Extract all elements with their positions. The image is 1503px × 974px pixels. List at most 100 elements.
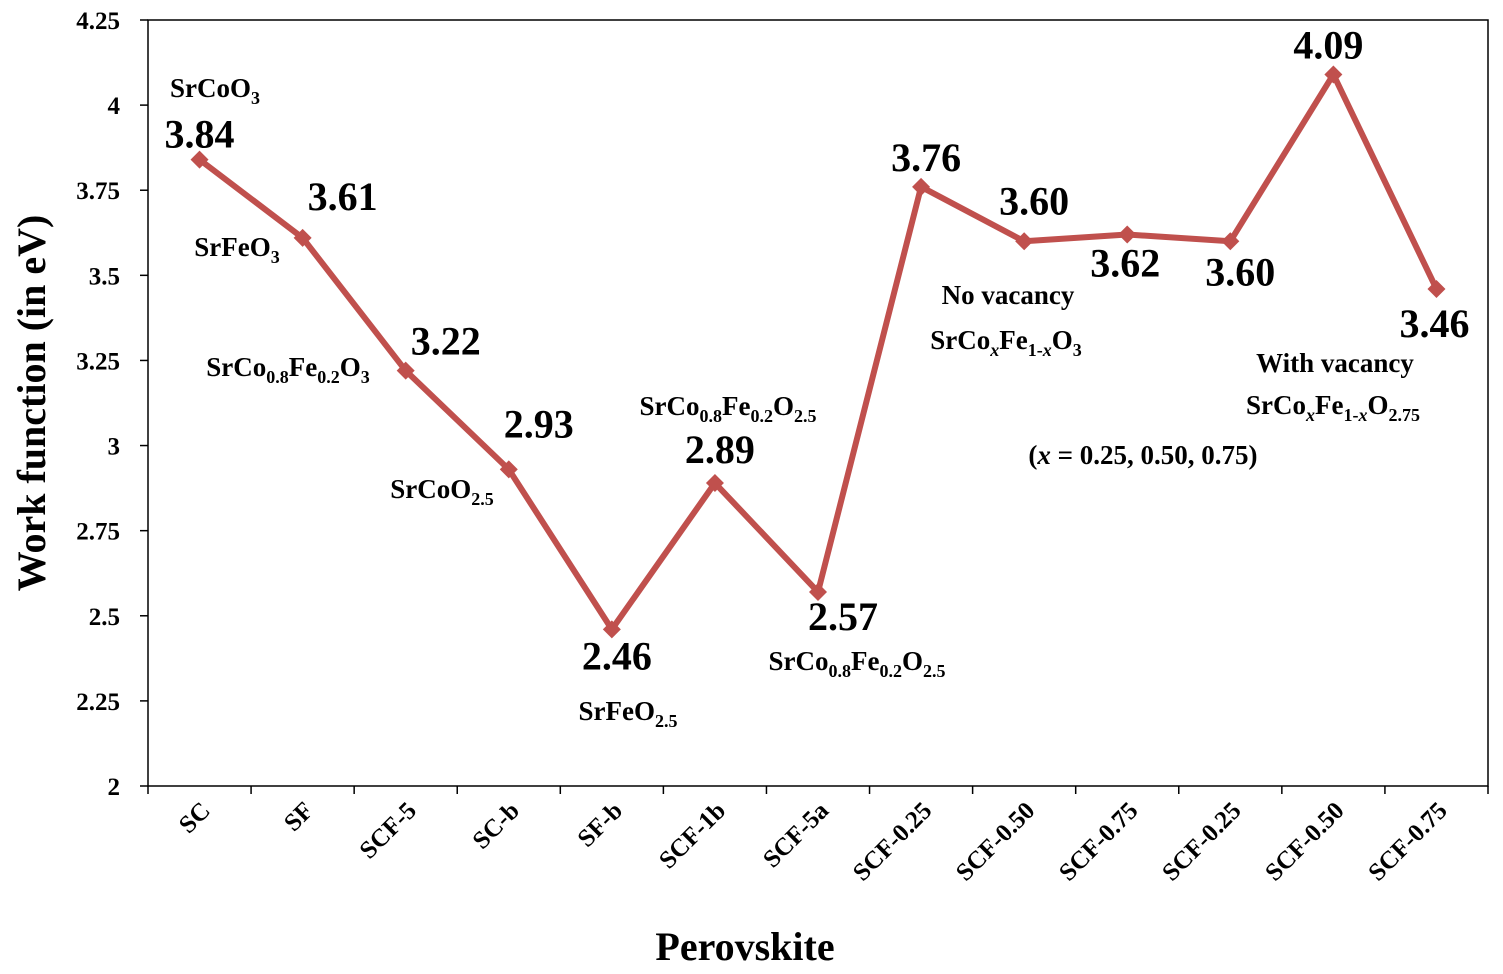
x-tick-label: SCF-0.75: [1363, 797, 1452, 886]
annotation-label: SrFeO2.5: [579, 696, 678, 731]
annotation-label: With vacancy: [1256, 348, 1414, 378]
data-point: [190, 150, 209, 169]
annotation-part: 3: [271, 247, 280, 267]
annotation-part: 0.2: [879, 661, 902, 681]
annotation-part: Fe: [851, 646, 879, 676]
data-label: 2.93: [504, 401, 574, 446]
data-point: [912, 177, 931, 196]
y-tick-label: 3.75: [76, 178, 120, 205]
annotation-label: SrCoO3: [170, 73, 260, 108]
x-tick-label: SCF-5: [355, 797, 422, 864]
plot-frame: [147, 19, 1489, 787]
x-tick-label: SC-b: [468, 797, 525, 854]
annotation-part: 3: [361, 367, 370, 387]
data-labels: 3.84 3.61 3.22 2.93 2.46 2.89 2.57 3.76 3.60 3.62…: [165, 22, 1470, 678]
annotation-label: SrCo0.8Fe0.2O3: [206, 352, 370, 387]
y-tick-label: 2.5: [89, 604, 120, 631]
annotation-part: x: [989, 340, 999, 360]
annotation-part: x: [1042, 340, 1052, 360]
annotation-part: O: [902, 646, 923, 676]
data-label: 3.46: [1399, 301, 1469, 346]
data-point: [1324, 65, 1343, 84]
y-axis-title: Work function (in eV): [9, 215, 54, 592]
annotation-part: SrCoO: [170, 73, 251, 103]
annotation-part: O: [773, 391, 794, 421]
y-tick-label: 3.25: [76, 348, 120, 375]
annotation-part: 2.75: [1389, 405, 1421, 425]
data-label: 2.57: [808, 594, 878, 639]
annotation-part: 3: [251, 88, 260, 108]
annotation-label: SrCo0.8Fe0.2O2.5: [640, 391, 817, 426]
data-point: [396, 361, 415, 380]
data-point: [1221, 232, 1240, 251]
x-tick-label: SCF-5a: [758, 797, 834, 873]
x-axis-ticks: SC SF SCF-5 SC-b SF-b SCF-1b SCF-5a SCF-0.25 SCF…: [147, 786, 1489, 886]
annotation-part: SrFeO: [579, 696, 655, 726]
annotation-part: x: [1036, 440, 1051, 470]
x-tick-label: SCF-0.50: [951, 797, 1040, 886]
data-label: 2.89: [685, 427, 755, 472]
annotation-part: No vacancy: [942, 280, 1075, 310]
annotation-part: With vacancy: [1256, 348, 1414, 378]
annotations: SrCoO3SrFeO3SrCo0.8Fe0.2O3SrCoO2.5SrFeO2…: [170, 73, 1420, 731]
annotation-part: 2.5: [794, 406, 817, 426]
data-label: 3.84: [165, 112, 235, 157]
annotation-part: SrCo: [206, 352, 266, 382]
annotation-label: SrCo0.8Fe0.2O2.5: [769, 646, 946, 681]
x-tick-label: SCF-1b: [654, 797, 731, 874]
annotation-part: 2.5: [655, 711, 678, 731]
data-point: [1015, 232, 1034, 251]
data-label: 4.09: [1293, 22, 1363, 67]
annotation-part: SrCo: [1246, 390, 1306, 420]
data-label: 3.76: [891, 135, 961, 180]
data-point: [499, 460, 518, 479]
x-tick-label: SCF-0.25: [848, 797, 937, 886]
annotation-part: x: [1357, 405, 1367, 425]
annotation-label: SrCoxFe1-xO3: [930, 325, 1082, 360]
y-axis-ticks: 2 2.25 2.5 2.75 3 3.25 3.5 3.75 4 4.25: [76, 8, 148, 801]
data-label: 3.22: [411, 319, 481, 364]
y-tick-label: 2.25: [76, 689, 120, 716]
annotation-part: SrCo: [930, 325, 990, 355]
data-point: [602, 620, 621, 639]
x-tick-label: SF: [279, 797, 319, 837]
data-label: 3.60: [1205, 249, 1275, 294]
annotation-part: 0.8: [700, 406, 723, 426]
annotation-part: SrCoO: [390, 474, 471, 504]
annotation-label: (x = 0.25, 0.50, 0.75): [1028, 440, 1257, 470]
annotation-part: O: [340, 352, 361, 382]
data-point: [705, 474, 724, 493]
annotation-part: Fe: [1315, 390, 1343, 420]
annotation-label: SrCoxFe1-xO2.75: [1246, 390, 1420, 425]
data-label: 3.60: [999, 178, 1069, 223]
annotation-part: SrCo: [640, 391, 700, 421]
y-tick-label: 3.5: [89, 263, 120, 290]
annotation-part: Fe: [722, 391, 750, 421]
annotation-part: = 0.25, 0.50, 0.75): [1051, 440, 1258, 470]
x-tick-label: SC: [174, 797, 216, 839]
annotation-part: Fe: [999, 325, 1027, 355]
annotation-part: SrCo: [769, 646, 829, 676]
annotation-part: (: [1028, 440, 1037, 470]
data-label: 2.46: [582, 633, 652, 678]
data-point: [1118, 225, 1137, 244]
data-points: [190, 65, 1446, 639]
annotation-part: x: [1305, 405, 1315, 425]
annotation-part: 2.5: [923, 661, 946, 681]
annotation-label: No vacancy: [942, 280, 1075, 310]
annotation-part: O: [1367, 390, 1388, 420]
data-point: [1427, 279, 1446, 298]
y-tick-label: 3: [108, 434, 121, 461]
x-tick-label: SCF-0.50: [1260, 797, 1349, 886]
y-tick-label: 4: [108, 93, 121, 120]
data-point: [809, 582, 827, 601]
annotation-part: 0.8: [266, 367, 289, 387]
annotation-part: O: [1052, 325, 1073, 355]
data-label: 3.61: [308, 174, 378, 219]
x-tick-label: SCF-0.75: [1054, 797, 1143, 886]
data-label: 3.62: [1090, 240, 1160, 285]
data-point: [293, 228, 312, 247]
x-axis-title: Perovskite: [655, 924, 834, 969]
x-tick-label: SF-b: [573, 797, 628, 852]
